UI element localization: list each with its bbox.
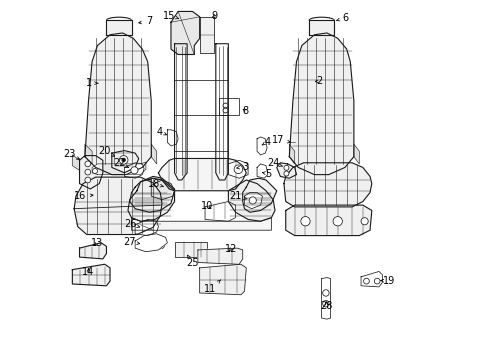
Polygon shape <box>124 163 144 178</box>
Polygon shape <box>276 163 296 178</box>
Text: 11: 11 <box>204 280 221 294</box>
Polygon shape <box>72 155 80 170</box>
Polygon shape <box>167 130 178 146</box>
Circle shape <box>322 290 328 296</box>
Polygon shape <box>285 205 371 235</box>
Polygon shape <box>284 163 371 207</box>
Text: 27: 27 <box>123 237 140 247</box>
Circle shape <box>284 171 288 176</box>
Polygon shape <box>106 21 131 35</box>
Polygon shape <box>289 33 353 175</box>
Circle shape <box>332 217 342 226</box>
Text: 12: 12 <box>224 244 237 254</box>
Text: 22: 22 <box>113 158 128 168</box>
Polygon shape <box>228 180 274 221</box>
Polygon shape <box>244 193 262 209</box>
Text: 14: 14 <box>82 267 95 277</box>
Polygon shape <box>129 178 174 212</box>
Text: 4: 4 <box>262 137 270 147</box>
Polygon shape <box>353 144 359 164</box>
Polygon shape <box>135 220 158 235</box>
Circle shape <box>300 217 309 226</box>
Polygon shape <box>321 278 330 319</box>
Text: 17: 17 <box>271 135 290 145</box>
Polygon shape <box>289 144 294 164</box>
Circle shape <box>92 168 97 174</box>
Text: 20: 20 <box>99 145 114 156</box>
Polygon shape <box>158 158 246 191</box>
Circle shape <box>360 218 367 225</box>
Text: 24: 24 <box>267 158 282 168</box>
Polygon shape <box>174 44 187 180</box>
Circle shape <box>85 161 90 167</box>
Polygon shape <box>308 21 333 35</box>
Text: 28: 28 <box>320 301 332 311</box>
Polygon shape <box>228 160 247 178</box>
Circle shape <box>131 167 138 174</box>
Text: 26: 26 <box>123 219 140 229</box>
Circle shape <box>122 158 125 162</box>
Text: 8: 8 <box>242 106 248 116</box>
Bar <box>219 98 239 116</box>
Circle shape <box>85 169 90 175</box>
Polygon shape <box>204 202 235 221</box>
Text: 18: 18 <box>148 179 163 189</box>
Text: 1: 1 <box>86 78 98 88</box>
Polygon shape <box>74 177 162 234</box>
Polygon shape <box>131 218 271 230</box>
Polygon shape <box>80 243 106 259</box>
Text: 21: 21 <box>229 191 246 201</box>
Polygon shape <box>85 33 151 175</box>
Polygon shape <box>80 156 102 189</box>
Text: 9: 9 <box>211 11 217 21</box>
Polygon shape <box>151 180 174 200</box>
Polygon shape <box>242 178 276 212</box>
Text: 15: 15 <box>163 11 178 21</box>
Polygon shape <box>72 264 110 286</box>
Polygon shape <box>85 144 92 164</box>
Circle shape <box>119 156 128 164</box>
Circle shape <box>322 301 328 307</box>
Polygon shape <box>171 12 199 54</box>
Circle shape <box>284 165 288 170</box>
Circle shape <box>373 278 379 284</box>
Text: 10: 10 <box>200 201 212 211</box>
Polygon shape <box>151 144 156 164</box>
Polygon shape <box>360 271 382 287</box>
Text: 23: 23 <box>63 149 80 159</box>
Text: 7: 7 <box>139 17 152 27</box>
Polygon shape <box>199 17 214 53</box>
Polygon shape <box>257 137 266 155</box>
Text: 2: 2 <box>315 76 322 86</box>
Circle shape <box>85 177 90 183</box>
Polygon shape <box>199 264 246 295</box>
Text: 6: 6 <box>336 13 347 23</box>
Polygon shape <box>135 234 167 252</box>
Polygon shape <box>92 162 145 175</box>
Bar <box>174 242 206 257</box>
Polygon shape <box>215 44 228 180</box>
Polygon shape <box>198 248 242 264</box>
Polygon shape <box>128 176 174 221</box>
Polygon shape <box>112 150 139 173</box>
Polygon shape <box>257 164 267 178</box>
Text: 3: 3 <box>236 162 248 172</box>
Text: 16: 16 <box>74 191 93 201</box>
Text: 13: 13 <box>91 238 103 248</box>
Text: 19: 19 <box>380 276 395 286</box>
Text: 25: 25 <box>186 255 199 268</box>
Circle shape <box>234 165 242 174</box>
Text: 4: 4 <box>156 127 166 136</box>
Text: 5: 5 <box>262 168 271 179</box>
Circle shape <box>249 197 256 204</box>
Circle shape <box>363 278 368 284</box>
